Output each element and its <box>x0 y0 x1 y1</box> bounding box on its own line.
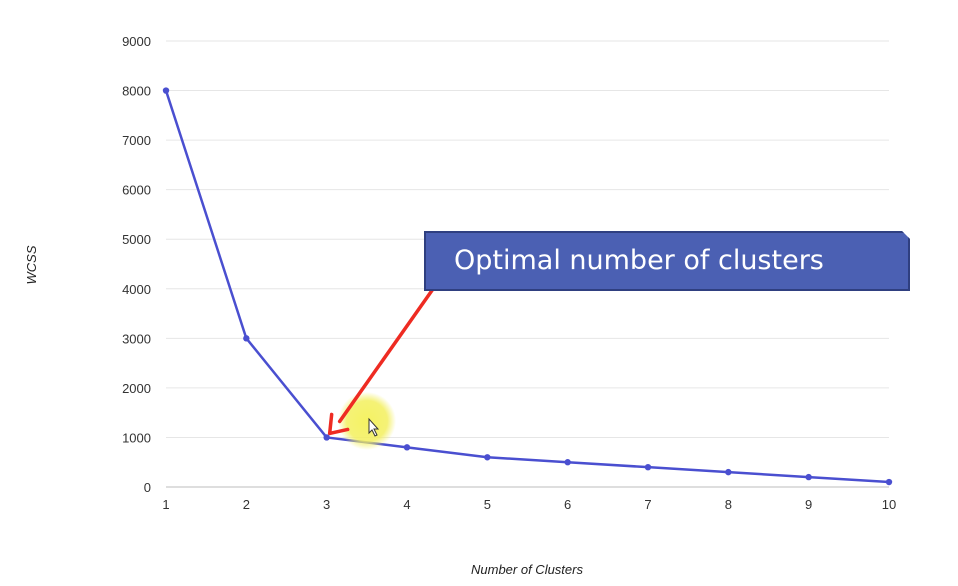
data-point <box>564 459 571 466</box>
data-point <box>805 473 812 481</box>
series-line <box>164 90 890 484</box>
x-tick-label: 2 <box>243 497 250 512</box>
x-tick-label: 10 <box>882 497 896 512</box>
x-tick-label: 7 <box>644 497 651 512</box>
annotation-arrow <box>327 287 435 436</box>
cursor-highlight-circle <box>338 392 396 450</box>
data-point <box>162 87 170 94</box>
mouse-pointer-icon <box>368 417 380 437</box>
data-point <box>403 444 411 451</box>
y-tick-label: 4000 <box>122 282 151 297</box>
y-tick-label: 6000 <box>122 183 151 198</box>
x-axis-title: Number of Clusters <box>471 562 583 577</box>
cursor-highlight <box>338 392 396 450</box>
x-tick-label: 5 <box>484 497 491 512</box>
data-point <box>484 454 491 461</box>
x-tick-label: 3 <box>323 497 330 512</box>
optimal-clusters-callout: Optimal number of clusters <box>424 231 910 291</box>
x-tick-label: 4 <box>403 497 410 512</box>
y-tick-label: 5000 <box>122 232 151 247</box>
x-axis-ticks: 1 2 3 4 5 6 7 8 9 10 <box>162 497 896 512</box>
x-tick-label: 8 <box>725 497 732 512</box>
data-point <box>725 468 732 476</box>
x-tick-label: 9 <box>805 497 812 512</box>
data-point <box>885 478 893 486</box>
data-point <box>243 335 250 342</box>
y-tick-label: 8000 <box>122 84 151 99</box>
y-axis-title: WCSS <box>24 245 39 284</box>
wcss-series <box>162 87 893 486</box>
data-point <box>323 434 330 441</box>
y-tick-label: 1000 <box>122 430 151 445</box>
y-tick-label: 3000 <box>122 331 151 346</box>
x-tick-label: 6 <box>564 497 571 512</box>
x-tick-label: 1 <box>162 497 169 512</box>
arrow-shaft <box>337 287 435 424</box>
y-tick-label: 9000 <box>122 34 151 49</box>
arrow-head <box>327 412 350 436</box>
y-tick-label: 0 <box>144 480 151 495</box>
y-tick-label: 7000 <box>122 133 151 148</box>
y-tick-label: 2000 <box>122 381 151 396</box>
data-point <box>644 463 652 471</box>
y-axis-ticks: 0 1000 2000 3000 4000 5000 6000 7000 8000 9000 <box>122 34 151 495</box>
